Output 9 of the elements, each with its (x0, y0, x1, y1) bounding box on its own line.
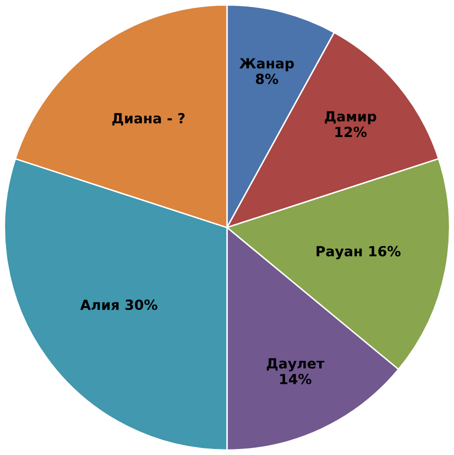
slice-label: Даулет (266, 358, 324, 372)
data-label: 8% (256, 74, 278, 84)
slice-label: Жанар (239, 58, 294, 72)
slice-label: Дамир (324, 111, 376, 124)
data-label: 14% (280, 374, 312, 384)
slice-label: Алия 30% (80, 300, 158, 310)
data-label: 12% (335, 126, 367, 138)
slice-label: Рауан 16% (316, 246, 401, 260)
slice-label: Диана - ? (112, 112, 185, 126)
